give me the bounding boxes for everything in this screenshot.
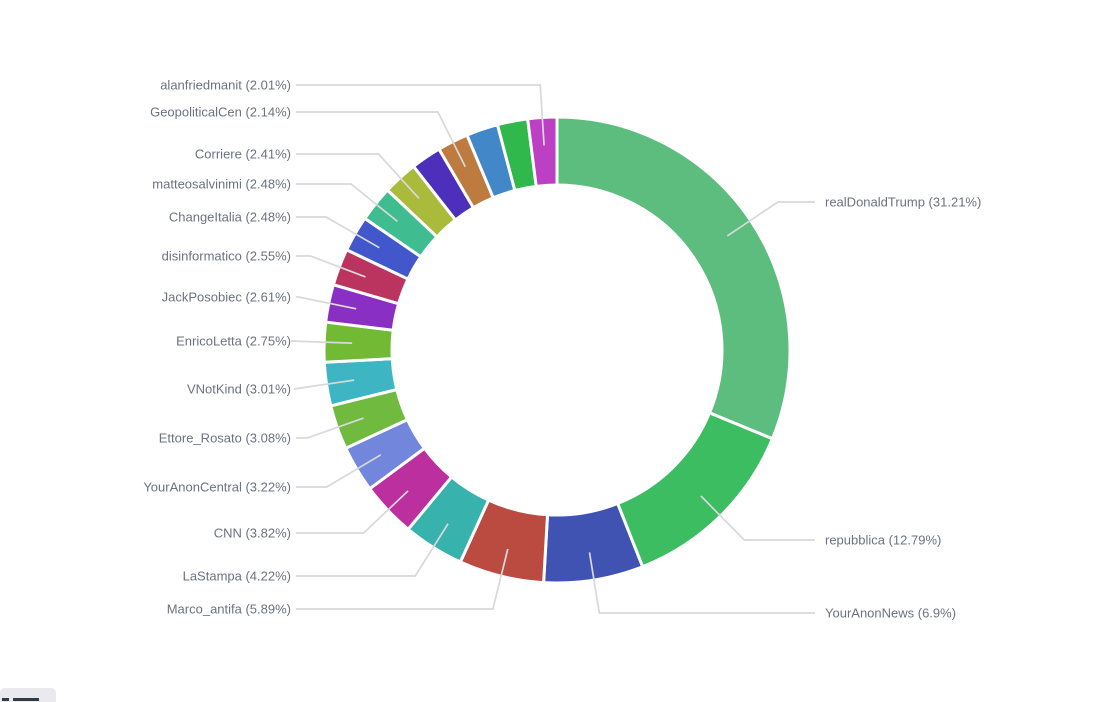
slice-alanfriedmanit[interactable]: [526, 115, 559, 188]
leader-lines: [290, 84, 815, 614]
leader-LaStampa: [296, 523, 449, 577]
label-Marco_antifa: Marco_antifa (5.89%): [167, 602, 291, 617]
leader-VNotKind: [293, 379, 355, 390]
slice-labels: realDonaldTrump (31.21%) repubblica (12.7…: [143, 78, 981, 621]
label-YourAnonCentral: YourAnonCentral (3.22%): [143, 480, 291, 495]
leader-ChangeItalia: [296, 216, 380, 249]
leader-JackPosobiec: [296, 296, 357, 310]
leader-CNN: [296, 490, 409, 534]
leader-EnricoLetta: [290, 340, 353, 344]
slice-repubblica[interactable]: [616, 411, 774, 569]
leader-realDonaldTrump: [726, 201, 815, 237]
label-JackPosobiec: JackPosobiec (2.61%): [162, 290, 291, 305]
leader-alanfriedmanit: [296, 84, 545, 146]
leader-GeopoliticalCen: [296, 111, 467, 168]
label-disinformatico: disinformatico (2.55%): [162, 249, 291, 264]
label-EnricoLetta: EnricoLetta (2.75%): [176, 334, 291, 349]
cutoff-tooltip-mark: [13, 698, 39, 701]
leader-repubblica: [700, 495, 815, 541]
label-realDonaldTrump: realDonaldTrump (31.21%): [825, 195, 981, 210]
leader-YourAnonCentral: [296, 454, 382, 488]
label-LaStampa: LaStampa (4.22%): [183, 569, 291, 584]
slice-realDonaldTrump[interactable]: [555, 115, 792, 441]
label-CNN: CNN (3.82%): [214, 526, 291, 541]
label-ChangeItalia: ChangeItalia (2.48%): [169, 210, 291, 225]
label-repubblica: repubblica (12.79%): [825, 533, 941, 548]
label-YourAnonNews: YourAnonNews (6.9%): [825, 606, 956, 621]
label-alanfriedmanit: alanfriedmanit (2.01%): [160, 78, 291, 93]
label-matteosalvinimi: matteosalvinimi (2.48%): [152, 177, 291, 192]
cutoff-tooltip: [0, 688, 56, 702]
leader-YourAnonNews: [588, 552, 815, 614]
label-GeopoliticalCen: GeopoliticalCen (2.14%): [150, 105, 291, 120]
cutoff-tooltip-mark: [2, 698, 9, 701]
label-Ettore_Rosato: Ettore_Rosato (3.08%): [159, 431, 291, 446]
leader-Marco_antifa: [296, 548, 509, 610]
label-Corriere: Corriere (2.41%): [195, 147, 291, 162]
label-VNotKind: VNotKind (3.01%): [187, 382, 291, 397]
leader-Corriere: [296, 153, 420, 199]
leader-matteosalvinimi: [296, 183, 398, 223]
leader-Ettore_Rosato: [296, 417, 364, 439]
donut-slices: [322, 115, 792, 585]
leader-disinformatico: [296, 255, 366, 278]
